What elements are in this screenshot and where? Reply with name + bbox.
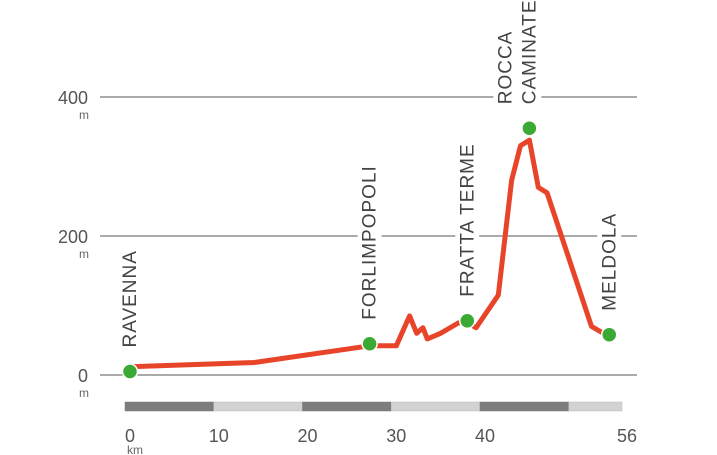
waypoint-label-group: FORLIMPOPOLI <box>357 162 382 324</box>
waypoint-marker <box>601 326 618 343</box>
label-background <box>357 162 382 324</box>
waypoint-label: RAVENNA <box>120 250 141 347</box>
y-unit-label: m <box>79 247 89 261</box>
waypoint-marker <box>361 335 378 352</box>
x-unit-label: km <box>127 443 143 455</box>
waypoint-label-group: ROCCA CAMINATE <box>493 0 542 109</box>
y-tick-label: 0 <box>78 366 88 386</box>
x-tick-label: 20 <box>297 426 317 446</box>
y-unit-label: m <box>79 386 89 400</box>
waypoint-label-group: FRATTA TERME <box>455 139 480 301</box>
scale-bar-segment <box>568 401 623 412</box>
waypoint-label: CAMINATE <box>519 0 540 104</box>
waypoint-marker <box>459 312 476 330</box>
elevation-line <box>127 137 612 370</box>
waypoint-marker <box>121 363 139 380</box>
y-tick-label: 400 <box>58 88 88 108</box>
waypoint-label: ROCCA <box>495 31 516 105</box>
elevation-line-group <box>127 137 612 370</box>
scale-bar-segment <box>213 401 303 412</box>
waypoint-labels: RAVENNA FORLIMPOPOLI FRATTA TERME ROCCA CAMI… <box>118 0 622 352</box>
scale-bar-segment <box>124 401 214 412</box>
label-background <box>517 0 542 109</box>
label-background <box>118 253 142 352</box>
x-tick-label: 40 <box>475 426 495 446</box>
waypoint-markers <box>121 120 618 380</box>
waypoint-label-group: MELDOLA <box>597 213 622 315</box>
label-background <box>597 216 622 315</box>
waypoint-marker <box>521 120 538 137</box>
x-tick-label: 30 <box>386 426 406 446</box>
x-tick-label: 56 <box>617 426 637 446</box>
waypoint-label: FORLIMPOPOLI <box>360 165 381 320</box>
waypoint-label: FRATTA TERME <box>457 143 478 296</box>
y-unit-label: m <box>79 108 89 122</box>
distance-scale-bar <box>124 401 623 412</box>
scale-bar-segment <box>302 401 392 412</box>
y-tick-label: 200 <box>58 227 88 247</box>
scale-bar-segment <box>479 401 569 412</box>
waypoint-label-group: RAVENNA <box>118 250 142 352</box>
x-tick-label: 0 <box>125 426 135 446</box>
label-background <box>455 139 480 301</box>
x-tick-label: 10 <box>209 426 229 446</box>
waypoint-label: MELDOLA <box>599 213 620 311</box>
scale-bar-segment <box>391 401 481 412</box>
label-background <box>493 35 518 109</box>
